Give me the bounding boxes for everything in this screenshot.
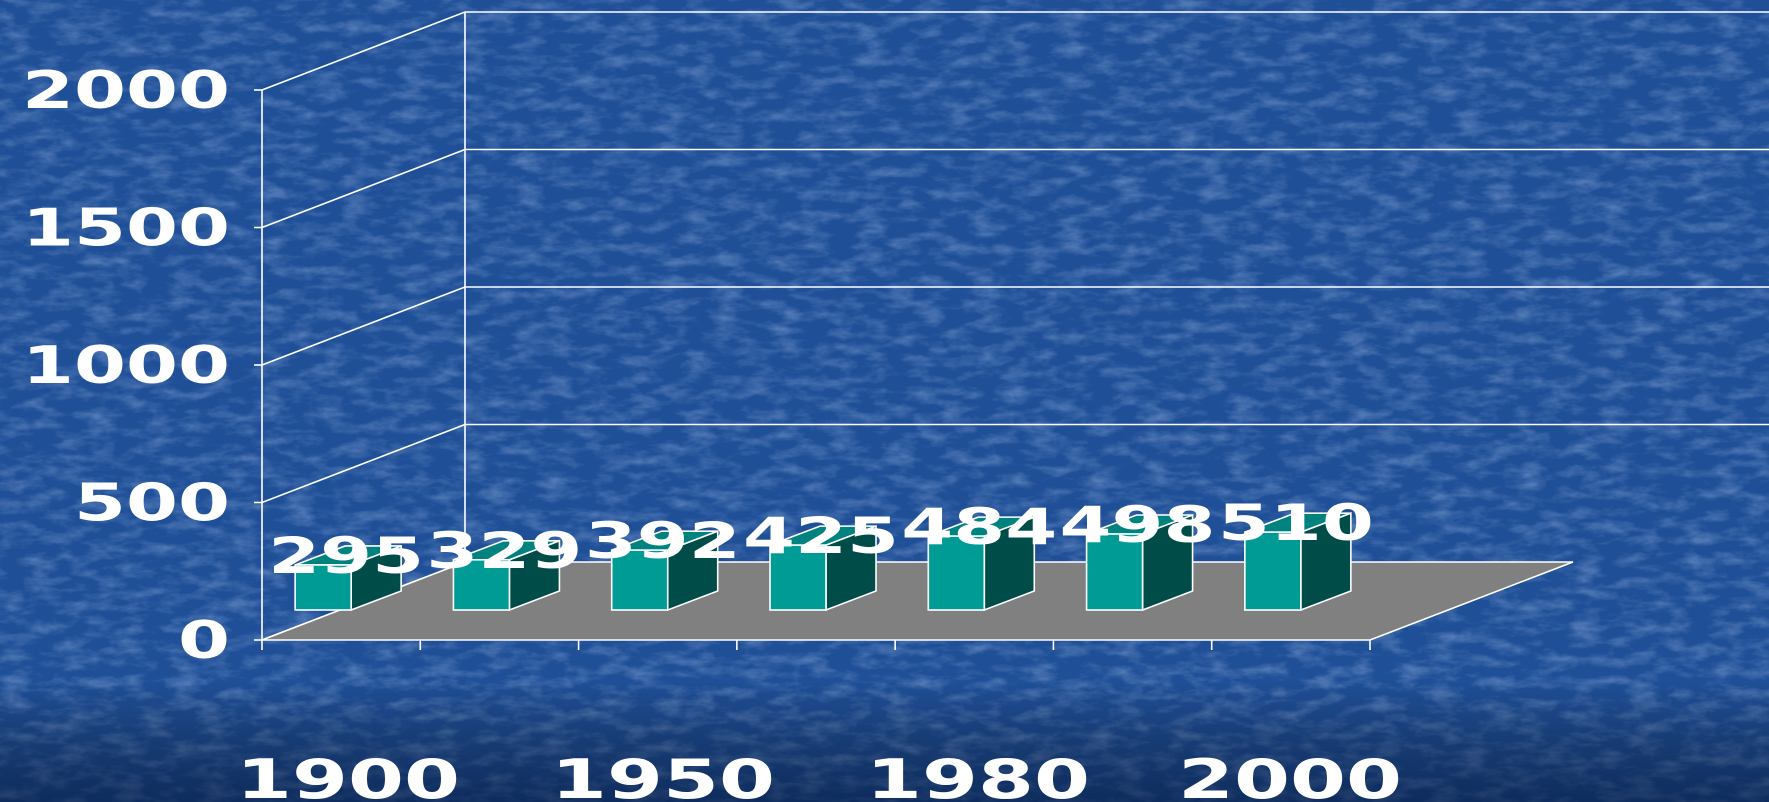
data-labels: 295 329 392 425 484 498 510 [268,494,1374,585]
x-tick-label: 1950 [551,748,775,802]
bar-front [769,544,827,611]
bar-front [294,564,352,611]
side-gridline [261,11,466,91]
side-gridline [261,423,466,504]
y-tick-label: 2000 [22,61,230,121]
bar [769,524,877,612]
bar [1085,513,1194,612]
bar [927,515,1036,612]
data-label: 425 [743,507,899,565]
bar-series [294,512,1352,612]
y-axis-labels: 0 500 1000 1500 2000 [22,61,230,671]
x-tick-label: 1900 [236,748,460,802]
data-label: 295 [268,527,424,585]
bar [1244,512,1352,612]
x-tick-label: 1980 [866,748,1090,802]
bar-front [1085,533,1144,611]
bar-front [927,535,986,611]
data-label: 329 [426,522,582,580]
y-tick-label: 0 [178,611,230,671]
x-tick-label: 2000 [1178,748,1402,802]
side-gridline [261,148,466,229]
chart-frame [254,11,1769,641]
y-tick-label: 500 [74,474,230,534]
y-tick-label: 1500 [22,199,230,259]
side-gridline [261,286,466,366]
y-tick-label: 1000 [22,336,230,396]
bar-front [1244,531,1302,611]
bar-front [610,549,669,611]
x-axis-labels: 1900 1950 1980 2000 [236,748,1402,802]
data-label: 498 [1060,496,1216,554]
bar-front [452,558,511,611]
data-label: 484 [901,498,1057,556]
data-label: 392 [585,512,741,570]
bar [610,530,719,612]
bar [452,539,561,612]
data-label: 510 [1218,494,1374,552]
bar [294,544,402,612]
